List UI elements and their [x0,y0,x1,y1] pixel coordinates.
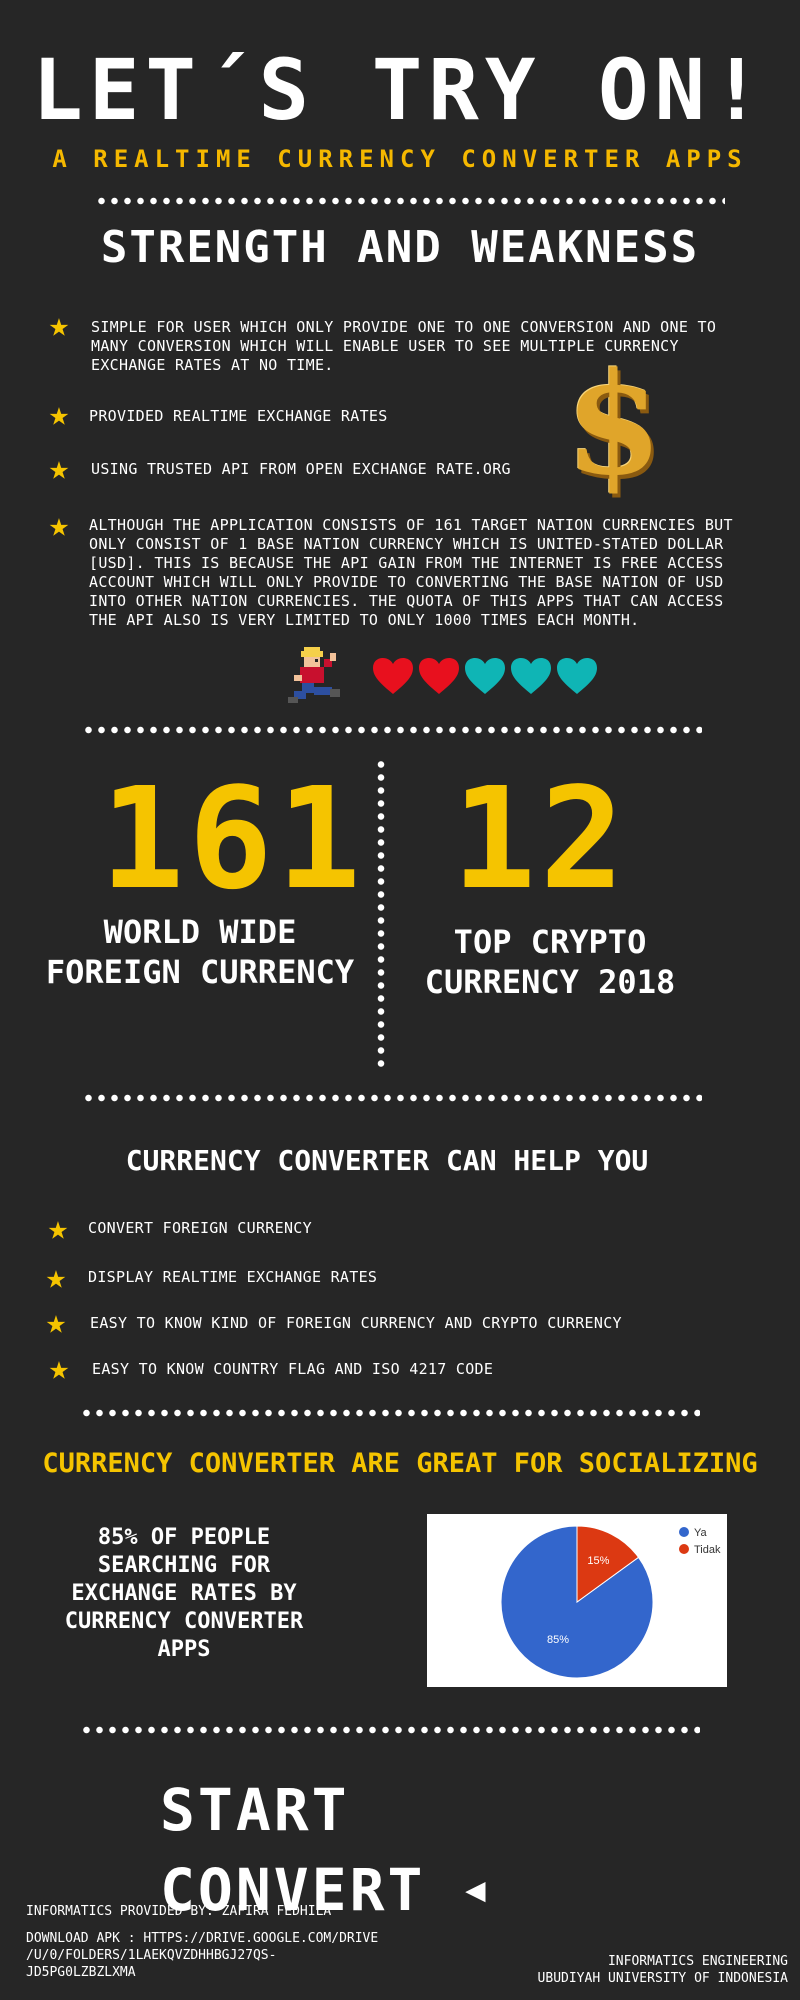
provided-by: INFORMATICS PROVIDED BY: ZAFIRA FEDHILA [26,1904,332,1919]
star-icon: ★ [45,1302,67,1342]
download-line: /U/0/FOLDERS/1LAEKQVZDHHBGJ27QS- [26,1948,277,1963]
social-title: CURRENCY CONVERTER ARE GREAT FOR SOCIALI… [42,1448,758,1479]
pie-chart: 85% 15% Ya Tidak [427,1514,727,1687]
download-line: DOWNLOAD APK : HTTPS://DRIVE.GOOGLE.COM/… [26,1931,379,1946]
pie-label: 85% [547,1634,569,1646]
pie-chart-svg: 85% 15% Ya Tidak [500,1525,721,1679]
subtitle: A REALTIME CURRENCY CONVERTER APPS [52,145,748,173]
strength-title: STRENGTH AND WEAKNESS [100,222,700,273]
social-text-line: EXCHANGE RATES BY [71,1581,297,1606]
stat-label-line: WORLD WIDE [103,913,297,951]
heart-empty-icon [511,658,551,694]
strength-item: SIMPLE FOR USER WHICH ONLY PROVIDE ONE T… [91,318,717,374]
social-text-line: CURRENCY CONVERTER [64,1609,304,1634]
stat-label-line: TOP CRYPTO [453,923,647,961]
star-icon: ★ [45,1257,67,1297]
divider-dots [82,726,702,734]
pie-slice-tidak [576,1525,640,1603]
strength-item: ALTHOUGH THE APPLICATION CONSISTS OF 161… [89,516,733,629]
stat-label-line: FOREIGN CURRENCY [45,953,355,991]
star-icon: ★ [48,394,70,434]
stat-number: 12 [451,758,629,921]
help-item: DISPLAY REALTIME EXCHANGE RATES [88,1268,378,1286]
social-text-line: APPS [157,1637,211,1662]
social-text-line: 85% OF PEOPLE [97,1525,271,1550]
heart-filled-icon [419,658,459,694]
help-item: CONVERT FOREIGN CURRENCY [88,1219,312,1237]
star-icon: ★ [47,1208,69,1248]
pie-label: 15% [587,1555,609,1567]
stat-label-line: CURRENCY 2018 [424,963,676,1001]
start-convert-button[interactable]: START CONVERT ◀ [160,1770,640,1924]
stat-label: TOP CRYPTO CURRENCY 2018 [410,922,690,1002]
heart-filled-icon [373,658,413,694]
star-icon: ★ [48,448,70,488]
legend-label: Tidak [694,1544,721,1556]
download-line: JD5PG0LZBZLXMA [26,1965,136,1980]
stat-label: WORLD WIDE FOREIGN CURRENCY [40,912,360,992]
divider-dots [95,197,725,205]
dollar-icon: $ [565,343,663,507]
arrow-left-icon: ◀ [465,1870,486,1910]
divider-dots [80,1409,700,1417]
divider-dots [80,1726,700,1734]
heart-empty-icon [557,658,597,694]
star-icon: ★ [48,505,70,545]
org-line: UBUDIYAH UNIVERSITY OF INDONESIA [537,1971,788,1986]
pixel-character-icon [288,647,340,703]
hearts-row [371,656,601,700]
organization: INFORMATICS ENGINEERING UBUDIYAH UNIVERS… [480,1953,788,1987]
heart-empty-icon [465,658,505,694]
main-title: LET´S TRY ON! [32,41,768,139]
download-link[interactable]: DOWNLOAD APK : HTTPS://DRIVE.GOOGLE.COM/… [26,1930,446,1981]
legend-marker [679,1544,689,1554]
strength-item: PROVIDED REALTIME EXCHANGE RATES [89,407,388,425]
social-text: 85% OF PEOPLE SEARCHING FOR EXCHANGE RAT… [44,1524,324,1664]
vertical-divider-dots [377,758,385,1068]
strength-item: USING TRUSTED API FROM OPEN EXCHANGE RAT… [91,460,511,478]
social-text-line: SEARCHING FOR [97,1553,271,1578]
divider-dots [82,1094,702,1102]
org-line: INFORMATICS ENGINEERING [607,1954,788,1969]
star-icon: ★ [48,305,70,345]
legend-label: Ya [694,1527,708,1539]
help-item: EASY TO KNOW COUNTRY FLAG AND ISO 4217 C… [92,1360,494,1378]
star-icon: ★ [48,1348,70,1388]
help-item: EASY TO KNOW KIND OF FOREIGN CURRENCY AN… [90,1314,622,1332]
start-convert-label: START CONVERT [160,1776,426,1924]
stat-number: 161 [100,758,365,921]
legend-marker [679,1527,689,1537]
help-title: CURRENCY CONVERTER CAN HELP YOU [125,1144,649,1177]
